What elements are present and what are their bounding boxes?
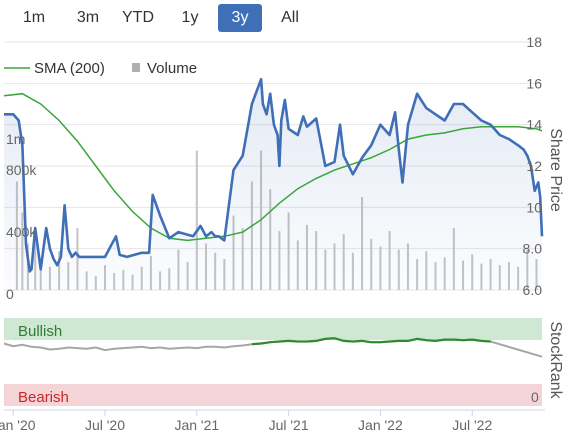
x-axis-label: Jul '20 <box>85 417 125 433</box>
volume-tick-label: 800k <box>6 162 37 178</box>
range-button-all[interactable]: All <box>281 9 299 26</box>
price-tick-label: 16 <box>526 75 542 91</box>
x-axis-labels: Jan '20 Jul '20 Jan '21 Jul '21 Jan '22 Jul '… <box>0 410 492 433</box>
bullish-label: Bullish <box>18 323 62 340</box>
price-tick-label: 18 <box>526 34 542 50</box>
price-tick-label: 8.0 <box>523 241 543 257</box>
volume-bar <box>195 150 198 290</box>
price-tick-label: 12 <box>526 158 542 174</box>
range-selector: 1m 3m YTD 1y 3y All <box>0 4 320 32</box>
legend-sma-label: SMA (200) <box>34 60 105 77</box>
range-button-1y[interactable]: 1y <box>181 9 199 26</box>
price-tick-label: 6.0 <box>523 282 543 298</box>
range-button-3y[interactable]: 3y <box>218 4 262 32</box>
stockrank-bullish-line <box>251 337 491 346</box>
price-axis-ticks: 18 16 14 12 10 8.0 6.0 <box>523 34 543 298</box>
volume-tick-label: 400k <box>6 224 37 240</box>
bearish-band <box>4 384 542 406</box>
price-line <box>4 77 544 273</box>
price-tick-label: 14 <box>526 117 542 133</box>
range-button-3m[interactable]: 3m <box>76 9 100 26</box>
x-axis-label: Jan '20 <box>0 417 36 433</box>
legend: SMA (200) Volume <box>4 60 197 77</box>
bullish-band <box>4 318 542 340</box>
bearish-label: Bearish <box>18 389 69 406</box>
range-button-1m[interactable]: 1m <box>22 9 46 26</box>
price-axis-title: Share Price <box>547 128 564 212</box>
x-axis-label: Jul '21 <box>269 417 309 433</box>
x-axis-label: Jan '21 <box>174 417 219 433</box>
range-button-ytd[interactable]: YTD <box>122 9 154 26</box>
volume-legend-square-icon <box>132 63 140 72</box>
stockrank-zero-label: 0 <box>531 389 539 405</box>
volume-axis-ticks: 1m 800k 400k 0 <box>6 131 37 302</box>
volume-tick-label: 0 <box>6 286 14 302</box>
stockrank-axis-title: StockRank <box>547 321 564 399</box>
volume-tick-label: 1m <box>6 131 25 147</box>
sma-line <box>3 92 543 242</box>
price-tick-label: 10 <box>526 199 542 215</box>
x-axis-label: Jul '22 <box>452 417 492 433</box>
x-axis-label: Jan '22 <box>358 417 403 433</box>
legend-volume-label: Volume <box>147 60 197 77</box>
